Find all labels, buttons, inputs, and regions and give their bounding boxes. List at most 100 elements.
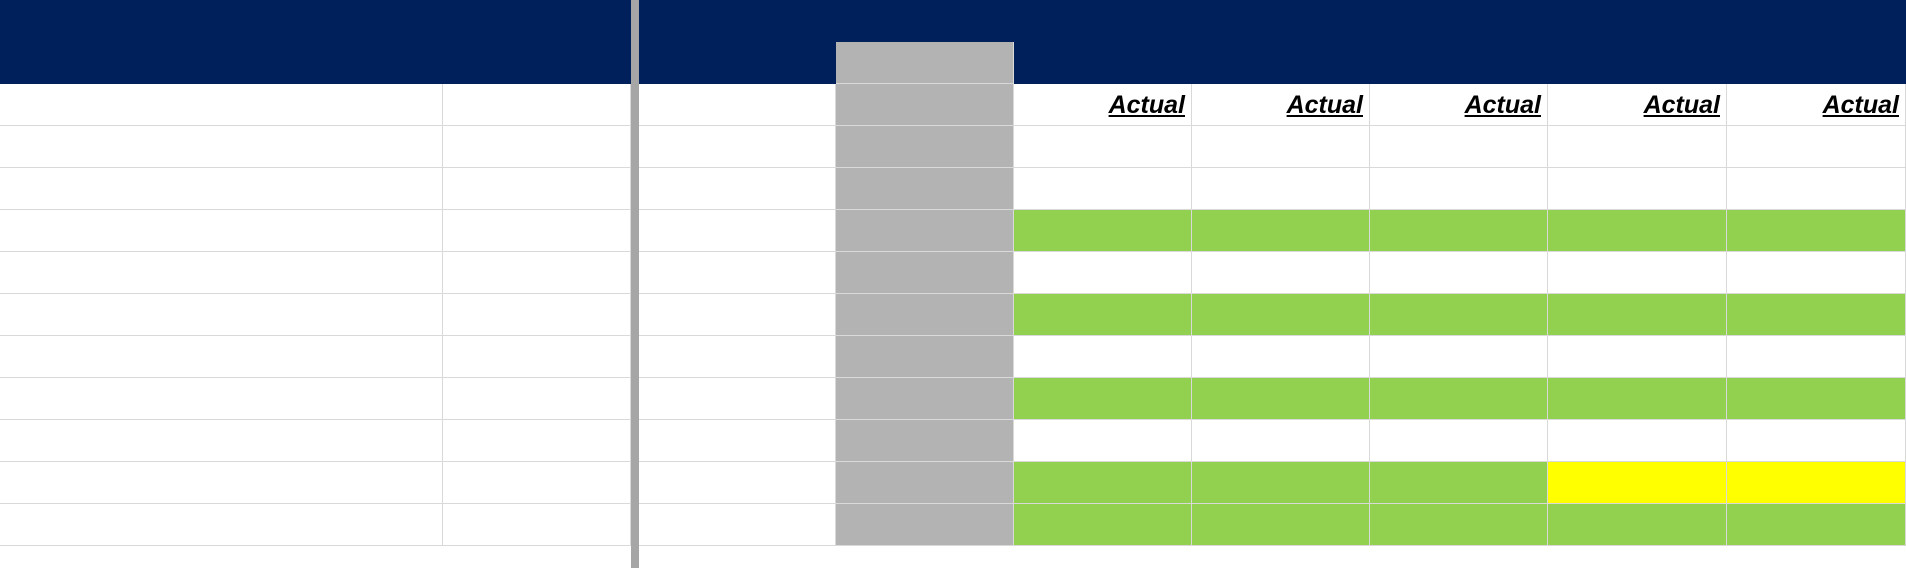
value-cell[interactable] [836, 168, 1014, 210]
row-label[interactable] [0, 378, 443, 420]
empty-cell[interactable] [1370, 126, 1548, 168]
empty-cell[interactable] [443, 294, 631, 336]
row-label[interactable] [0, 462, 443, 504]
column-date[interactable] [1548, 42, 1727, 84]
empty-cell[interactable] [0, 126, 443, 168]
value-cell[interactable] [1548, 252, 1727, 294]
value-cell[interactable] [1548, 294, 1727, 336]
empty-cell[interactable] [639, 504, 836, 546]
empty-cell[interactable] [639, 84, 836, 126]
value-cell[interactable] [1727, 336, 1906, 378]
value-cell[interactable] [1727, 210, 1906, 252]
empty-cell[interactable] [639, 378, 836, 420]
value-cell[interactable] [1192, 504, 1370, 546]
row-label[interactable] [0, 210, 443, 252]
value-cell[interactable] [1192, 462, 1370, 504]
value-cell[interactable] [1370, 504, 1548, 546]
column-quarter[interactable] [1548, 0, 1727, 42]
column-status[interactable]: Actual [1727, 84, 1906, 126]
value-cell[interactable] [1014, 420, 1192, 462]
value-cell[interactable] [1014, 378, 1192, 420]
period-label[interactable] [443, 42, 631, 84]
column-quarter[interactable] [836, 0, 1014, 42]
value-cell[interactable] [1548, 462, 1727, 504]
value-cell[interactable] [1192, 378, 1370, 420]
value-cell[interactable] [1014, 504, 1192, 546]
empty-cell[interactable] [443, 378, 631, 420]
value-cell[interactable] [836, 462, 1014, 504]
column-status[interactable]: Actual [1014, 84, 1192, 126]
value-cell[interactable] [1727, 504, 1906, 546]
column-date[interactable] [1014, 42, 1192, 84]
empty-cell[interactable] [1192, 126, 1370, 168]
row-label[interactable] [0, 336, 443, 378]
empty-cell[interactable] [443, 504, 631, 546]
header-spacer[interactable] [639, 0, 836, 42]
empty-cell[interactable] [443, 462, 631, 504]
row-label[interactable] [0, 294, 443, 336]
empty-cell[interactable] [1014, 126, 1192, 168]
value-cell[interactable] [1370, 378, 1548, 420]
value-cell[interactable] [1192, 252, 1370, 294]
row-label[interactable] [0, 168, 443, 210]
value-cell[interactable] [836, 252, 1014, 294]
column-status[interactable] [836, 84, 1014, 126]
value-cell[interactable] [1192, 210, 1370, 252]
value-cell[interactable] [1370, 336, 1548, 378]
value-cell[interactable] [836, 420, 1014, 462]
empty-cell[interactable] [443, 252, 631, 294]
empty-cell[interactable] [639, 210, 836, 252]
value-cell[interactable] [1014, 252, 1192, 294]
value-cell[interactable] [1727, 168, 1906, 210]
value-cell[interactable] [1192, 336, 1370, 378]
row-label[interactable] [0, 504, 443, 546]
column-status[interactable]: Actual [1548, 84, 1727, 126]
empty-cell[interactable] [639, 420, 836, 462]
row-label[interactable] [0, 420, 443, 462]
value-cell[interactable] [836, 504, 1014, 546]
empty-cell[interactable] [443, 420, 631, 462]
empty-cell[interactable] [443, 210, 631, 252]
value-cell[interactable] [1548, 504, 1727, 546]
value-cell[interactable] [1014, 168, 1192, 210]
mgt-guide-label[interactable] [836, 42, 1014, 84]
value-cell[interactable] [1370, 294, 1548, 336]
value-cell[interactable] [1727, 462, 1906, 504]
empty-cell[interactable] [1548, 126, 1727, 168]
value-cell[interactable] [1370, 462, 1548, 504]
value-cell[interactable] [1370, 210, 1548, 252]
value-cell[interactable] [1014, 336, 1192, 378]
value-cell[interactable] [836, 336, 1014, 378]
row-label[interactable] [0, 252, 443, 294]
value-cell[interactable] [1014, 462, 1192, 504]
value-cell[interactable] [1548, 168, 1727, 210]
column-quarter[interactable] [1014, 0, 1192, 42]
value-cell[interactable] [1192, 294, 1370, 336]
value-cell[interactable] [1727, 378, 1906, 420]
empty-cell[interactable] [639, 126, 836, 168]
value-cell[interactable] [836, 210, 1014, 252]
company-name[interactable] [0, 0, 443, 42]
value-cell[interactable] [1370, 168, 1548, 210]
column-status[interactable]: Actual [1192, 84, 1370, 126]
ticker-label[interactable] [443, 0, 631, 42]
empty-cell[interactable] [639, 462, 836, 504]
empty-cell[interactable] [639, 294, 836, 336]
value-cell[interactable] [1548, 378, 1727, 420]
column-quarter[interactable] [1192, 0, 1370, 42]
value-cell[interactable] [1370, 252, 1548, 294]
value-cell[interactable] [1192, 168, 1370, 210]
column-date[interactable] [1727, 42, 1906, 84]
empty-cell[interactable] [836, 126, 1014, 168]
value-cell[interactable] [1548, 210, 1727, 252]
empty-cell[interactable] [0, 84, 443, 126]
value-cell[interactable] [1014, 210, 1192, 252]
value-cell[interactable] [1548, 420, 1727, 462]
empty-cell[interactable] [1727, 126, 1906, 168]
value-cell[interactable] [1727, 252, 1906, 294]
column-quarter[interactable] [1727, 0, 1906, 42]
value-cell[interactable] [1370, 420, 1548, 462]
column-date[interactable] [1370, 42, 1548, 84]
column-status[interactable]: Actual [1370, 84, 1548, 126]
empty-cell[interactable] [443, 168, 631, 210]
